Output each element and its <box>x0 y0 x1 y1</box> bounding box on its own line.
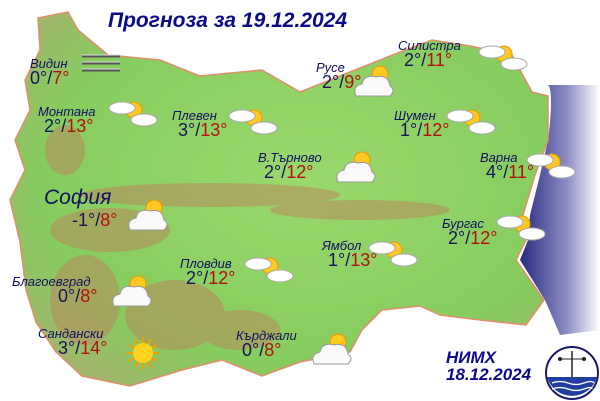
temp-separator: / <box>421 50 427 70</box>
cloudy-sun-icon <box>308 330 356 375</box>
max-temp: 13° <box>200 120 228 140</box>
min-temp: -1° <box>72 210 96 230</box>
city-name: Сандански <box>38 326 104 341</box>
cloudy-sun-icon <box>124 196 172 241</box>
max-temp: 8° <box>80 286 98 306</box>
min-temp: 3° <box>178 120 196 140</box>
min-temp: 2° <box>448 228 466 248</box>
temp-separator: / <box>47 68 53 88</box>
temperature-range: 2°/12° <box>264 162 313 183</box>
temp-separator: / <box>417 120 423 140</box>
issued-by: НИМХ 18.12.2024 <box>446 349 531 383</box>
min-temp: 0° <box>58 286 76 306</box>
black-sea <box>520 85 600 335</box>
temperature-range: 2°/11° <box>404 50 452 71</box>
city-name: Варна <box>480 150 518 165</box>
cloudy-sun-icon <box>332 148 380 193</box>
max-temp: 8° <box>100 210 118 230</box>
temperature-range: 2°/12° <box>448 228 497 249</box>
partly-cloudy-icon <box>228 104 278 143</box>
min-temp: 0° <box>30 68 48 88</box>
temp-separator: / <box>339 72 345 92</box>
max-temp: 11° <box>426 50 453 70</box>
min-temp: 1° <box>400 120 418 140</box>
min-temp: 2° <box>404 50 422 70</box>
sun-icon <box>126 336 160 375</box>
max-temp: 14° <box>80 338 108 358</box>
temperature-range: 3°/13° <box>178 120 227 141</box>
temp-separator: / <box>203 268 209 288</box>
city-name: Плевен <box>172 108 217 123</box>
min-temp: 3° <box>58 338 76 358</box>
min-temp: 2° <box>264 162 282 182</box>
max-temp: 11° <box>508 162 535 182</box>
partly-cloudy-icon <box>108 96 158 135</box>
temp-separator: / <box>95 210 101 230</box>
partly-cloudy-icon <box>244 252 294 291</box>
temperature-range: 0°/8° <box>242 340 281 361</box>
page-title: Прогноза за 19.12.2024 <box>108 9 348 32</box>
temperature-range: 1°/13° <box>328 250 377 271</box>
nimh-logo <box>545 346 599 400</box>
city-name: Бургас <box>442 216 484 231</box>
city-name: Видин <box>30 56 68 71</box>
partly-cloudy-icon <box>446 104 496 143</box>
max-temp: 12° <box>422 120 450 140</box>
max-temp: 8° <box>264 340 282 360</box>
cloudy-sun-icon <box>350 62 398 107</box>
min-temp: 2° <box>44 116 62 136</box>
temperature-range: -1°/8° <box>72 210 117 231</box>
min-temp: 2° <box>186 268 204 288</box>
partly-cloudy-icon <box>478 40 528 79</box>
city-name: София <box>44 186 112 209</box>
min-temp: 1° <box>328 250 346 270</box>
temp-separator: / <box>345 250 351 270</box>
temperature-range: 4°/11° <box>486 162 534 183</box>
min-temp: 2° <box>322 72 340 92</box>
temp-separator: / <box>195 120 201 140</box>
city-name: Монтана <box>38 104 96 119</box>
city-name: Шумен <box>394 108 436 123</box>
partly-cloudy-icon <box>496 210 546 249</box>
min-temp: 0° <box>242 340 260 360</box>
max-temp: 12° <box>286 162 314 182</box>
agency-name: НИМХ <box>446 348 497 367</box>
city-name: Ямбол <box>322 238 362 253</box>
temp-separator: / <box>61 116 67 136</box>
partly-cloudy-icon <box>368 236 418 275</box>
max-temp: 7° <box>52 68 70 88</box>
min-temp: 4° <box>486 162 504 182</box>
cloudy-sun-icon <box>108 272 156 317</box>
mountain-relief <box>45 125 450 350</box>
partly-cloudy-icon <box>526 148 576 187</box>
temp-separator: / <box>259 340 265 360</box>
city-name: Силистра <box>398 38 461 53</box>
temp-separator: / <box>503 162 509 182</box>
city-name: Кърджали <box>236 328 297 343</box>
city-name: Русе <box>316 60 345 75</box>
temperature-range: 2°/12° <box>186 268 235 289</box>
max-temp: 12° <box>470 228 498 248</box>
issue-date: 18.12.2024 <box>446 365 532 384</box>
max-temp: 13° <box>350 250 378 270</box>
temperature-range: 2°/13° <box>44 116 93 137</box>
temp-separator: / <box>75 286 81 306</box>
temperature-range: 1°/12° <box>400 120 449 141</box>
temperature-range: 0°/8° <box>58 286 97 307</box>
max-temp: 13° <box>66 116 94 136</box>
temp-separator: / <box>465 228 471 248</box>
city-name: В.Търново <box>258 150 322 165</box>
city-name: Благоевград <box>12 274 91 289</box>
temp-separator: / <box>281 162 287 182</box>
temperature-range: 3°/14° <box>58 338 107 359</box>
temp-separator: / <box>75 338 81 358</box>
max-temp: 12° <box>208 268 236 288</box>
fog-icon <box>80 52 122 79</box>
temperature-range: 0°/7° <box>30 68 69 89</box>
city-name: Пловдив <box>180 256 232 271</box>
